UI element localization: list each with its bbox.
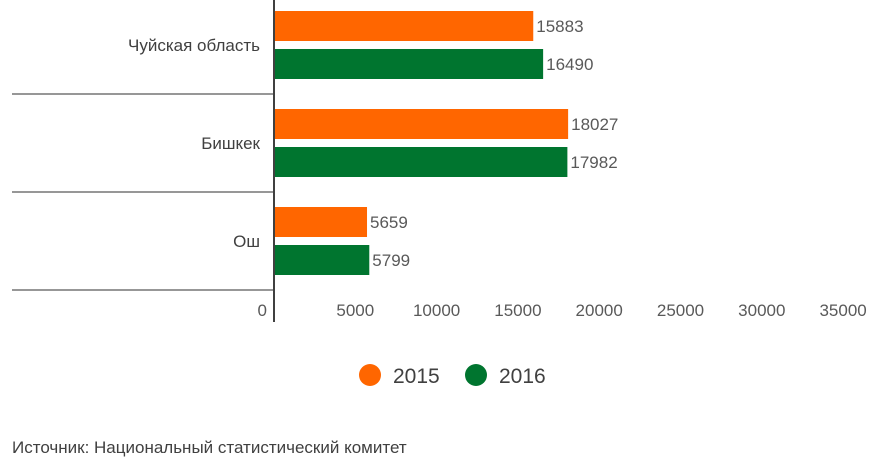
x-tick-label: 5000 bbox=[336, 301, 374, 320]
data-label: 17982 bbox=[570, 153, 617, 172]
bar-2015 bbox=[275, 11, 534, 41]
x-axis-ticks: 0 5000 10000 15000 20000 25000 30000 35000 bbox=[258, 301, 867, 320]
data-label: 5659 bbox=[370, 213, 408, 232]
category-label: Чуйская область bbox=[128, 36, 260, 55]
data-label: 5799 bbox=[372, 251, 410, 270]
bar-chart: Чуйская область Бишкек Ош 15883 18027 5659 16… bbox=[12, 0, 867, 388]
bar-2016 bbox=[275, 245, 370, 275]
legend-marker-2015 bbox=[359, 364, 381, 386]
legend-label: 2016 bbox=[499, 365, 546, 388]
chart-bars: 15883 18027 5659 16490 17982 5799 bbox=[275, 11, 618, 275]
bar-2016 bbox=[275, 147, 568, 177]
chart-legend: 2015 2016 bbox=[359, 364, 546, 388]
data-label: 16490 bbox=[546, 55, 593, 74]
x-tick-label: 15000 bbox=[494, 301, 541, 320]
data-label: 18027 bbox=[571, 115, 618, 134]
source-note: Источник: Национальный статистический ко… bbox=[12, 438, 407, 457]
x-tick-label: 20000 bbox=[576, 301, 623, 320]
bar-2015 bbox=[275, 207, 368, 237]
x-tick-label: 10000 bbox=[413, 301, 460, 320]
legend-label: 2015 bbox=[393, 365, 440, 388]
category-label: Бишкек bbox=[201, 134, 260, 153]
bar-2016 bbox=[275, 49, 544, 79]
bar-2015 bbox=[275, 109, 569, 139]
data-label: 15883 bbox=[536, 17, 583, 36]
chart-axes: Чуйская область Бишкек Ош bbox=[12, 0, 275, 322]
x-tick-label: 0 bbox=[258, 301, 267, 320]
x-tick-label: 30000 bbox=[738, 301, 785, 320]
legend-marker-2016 bbox=[465, 364, 487, 386]
x-tick-label: 25000 bbox=[657, 301, 704, 320]
category-label: Ош bbox=[233, 232, 260, 251]
x-tick-label: 35000 bbox=[819, 301, 866, 320]
